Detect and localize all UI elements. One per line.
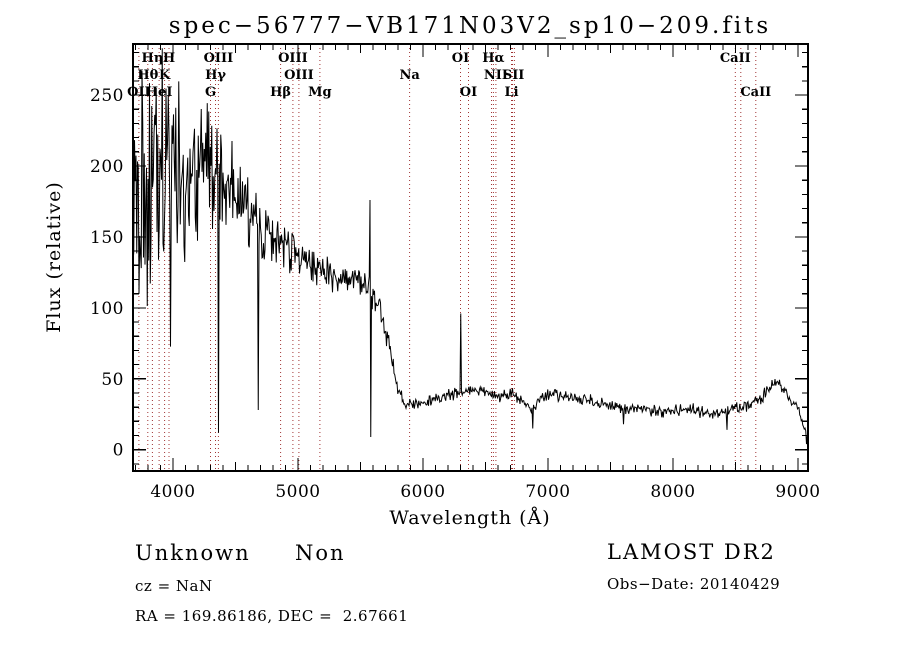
spectral-line-label: OI — [460, 85, 477, 100]
spectral-line-label: CaII — [720, 51, 751, 66]
spectral-line-label: Hα — [482, 51, 504, 66]
x-axis-tick-label: 9000 — [775, 482, 820, 502]
spectral-line-label: Na — [399, 68, 420, 83]
spectral-line-label: Hγ — [205, 68, 226, 83]
spectrum-trace-group — [132, 48, 809, 445]
spectral-line-label: Li — [504, 85, 518, 100]
y-axis-tick-label: 0 — [113, 441, 124, 461]
subclass-label: Non — [295, 541, 346, 565]
x-axis-tick-label: 6000 — [400, 482, 445, 502]
spectral-line-label: OIII — [204, 51, 234, 66]
plot-title: spec−56777−VB171N03V2_sp10−209.fits — [169, 13, 771, 39]
spectral-line-label: Mg — [308, 85, 331, 100]
spectral-line-label: OIII — [278, 51, 308, 66]
obsdate-text: Obs−Date: 20140429 — [607, 575, 781, 593]
y-axis-tick-label: 250 — [90, 86, 124, 106]
cz-text: cz = NaN — [135, 577, 213, 595]
spectral-line-label: CaII — [740, 85, 771, 100]
y-axis-tick-label: 50 — [101, 370, 124, 390]
y-axis-tick-label: 150 — [90, 228, 124, 248]
axis-tick-labels-group: 4000 5000 6000 7000 8000 9000 0 50 100 150 200 250 — [90, 86, 820, 502]
x-axis-tick-label: 7000 — [525, 482, 570, 502]
axis-ticks-group — [133, 44, 808, 471]
spectral-line-label: Hη — [142, 51, 164, 66]
x-axis-tick-label: 8000 — [650, 482, 695, 502]
y-axis-label: Flux (relative) — [43, 181, 65, 333]
x-axis-label: Wavelength (Å) — [389, 507, 550, 529]
survey-text: LAMOST DR2 — [607, 540, 776, 564]
x-axis-tick-label: 4000 — [150, 482, 195, 502]
y-axis-tick-label: 200 — [90, 157, 124, 177]
classification-label: Unknown — [135, 541, 251, 565]
spectral-line-label: K — [159, 68, 171, 83]
radec-text: RA = 169.86186, DEC = 2.67661 — [135, 607, 409, 625]
spectrum-trace — [132, 48, 809, 445]
spectral-line-label: G — [205, 85, 216, 100]
plot-frame — [132, 43, 809, 472]
y-axis-tick-label: 100 — [90, 299, 124, 319]
spectral-line-label: SII — [503, 68, 525, 83]
spectral-line-label: OIII — [284, 68, 314, 83]
spectral-line-label: OI — [452, 51, 469, 66]
spectral-line-label: NII — [484, 68, 508, 83]
spectral-line-label: H — [163, 51, 175, 66]
spectral-line-label: HeI — [146, 85, 173, 100]
spectral-line-label: Hθ — [137, 68, 158, 83]
spectral-line-label: Hβ — [270, 85, 291, 100]
x-axis-tick-label: 5000 — [275, 482, 320, 502]
spectral-line-markers-group — [138, 44, 757, 471]
